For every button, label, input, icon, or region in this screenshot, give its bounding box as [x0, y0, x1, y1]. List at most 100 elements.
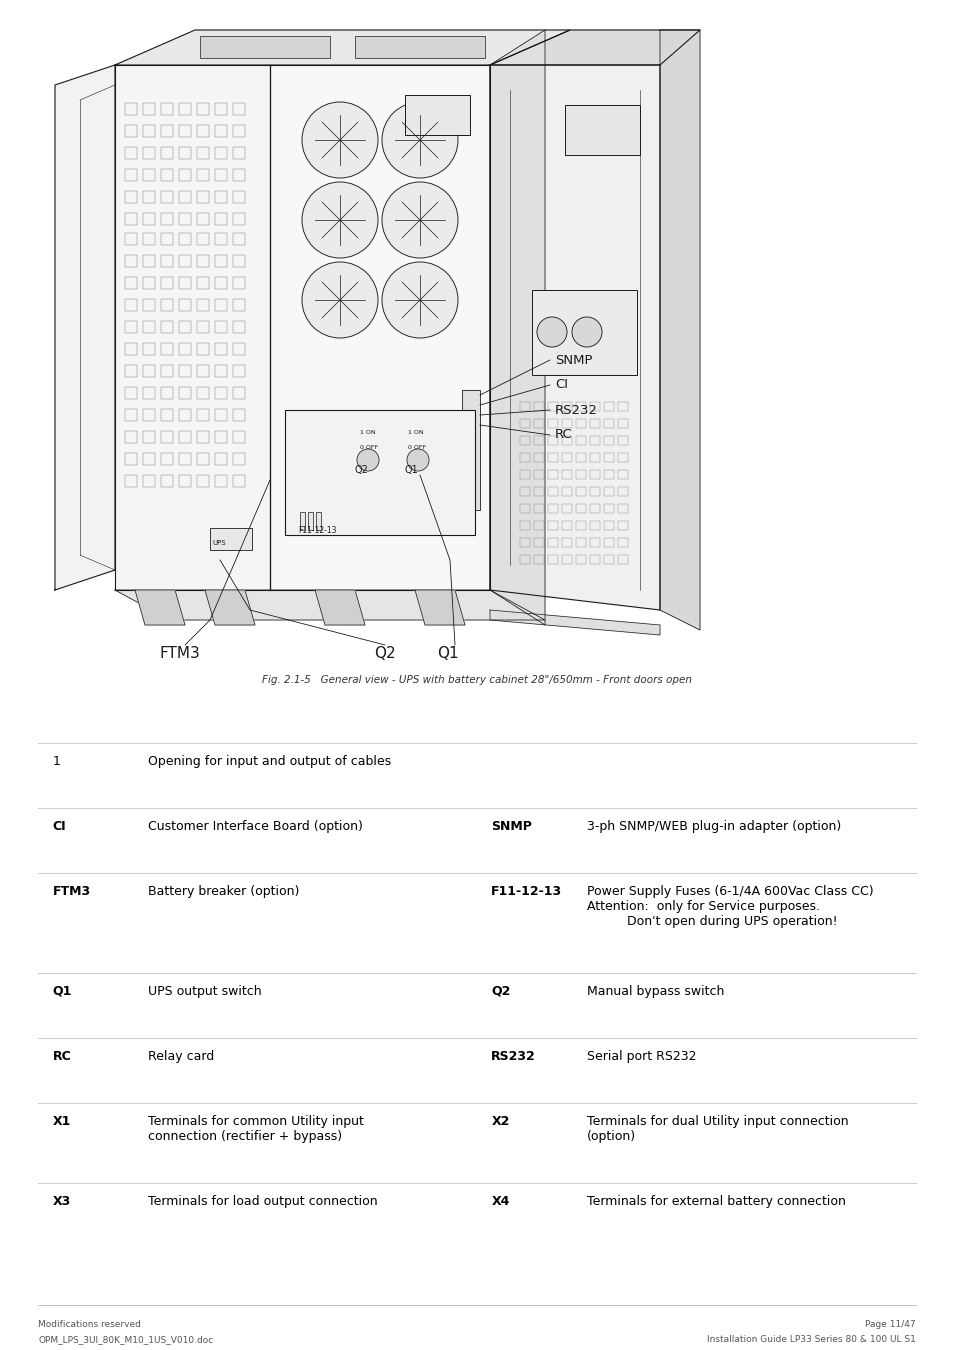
Bar [196, 190, 209, 202]
Bar [196, 298, 209, 311]
Bar [125, 364, 137, 377]
Bar [125, 343, 137, 355]
Bar [179, 321, 191, 333]
Bar [576, 504, 585, 513]
Bar [233, 387, 245, 400]
Bar [315, 512, 320, 531]
Bar [233, 147, 245, 159]
Bar [143, 169, 154, 181]
Bar [547, 555, 558, 564]
Text: UPS: UPS [212, 540, 226, 545]
Bar [405, 95, 470, 135]
Bar [461, 390, 479, 510]
Bar [603, 539, 614, 547]
Text: X1: X1 [52, 1115, 71, 1129]
Bar [196, 126, 209, 136]
Bar [561, 470, 572, 479]
Bar [618, 555, 627, 564]
Bar [233, 364, 245, 377]
Text: CI: CI [52, 819, 66, 833]
Bar [161, 277, 172, 289]
Bar [179, 387, 191, 400]
Bar [196, 147, 209, 159]
Bar [143, 103, 154, 115]
Bar [233, 234, 245, 244]
Bar [161, 343, 172, 355]
Bar [576, 402, 585, 410]
Bar [519, 454, 530, 462]
Bar [547, 487, 558, 495]
Text: SNMP: SNMP [491, 819, 532, 833]
Bar [214, 298, 227, 311]
Bar [576, 470, 585, 479]
Bar [143, 343, 154, 355]
Bar [576, 487, 585, 495]
Bar [196, 234, 209, 244]
Bar [214, 454, 227, 464]
Bar [179, 298, 191, 311]
Bar [214, 169, 227, 181]
Polygon shape [270, 65, 490, 590]
Bar [603, 555, 614, 564]
Bar [534, 470, 543, 479]
Bar [589, 555, 599, 564]
Bar [589, 521, 599, 531]
Bar [618, 521, 627, 531]
Bar [214, 343, 227, 355]
Bar [125, 169, 137, 181]
Text: RS232: RS232 [491, 1050, 536, 1062]
Bar [233, 126, 245, 136]
Bar [214, 103, 227, 115]
Bar [534, 504, 543, 513]
Bar [161, 409, 172, 421]
Bar [603, 418, 614, 428]
Circle shape [381, 182, 457, 258]
Bar [196, 255, 209, 267]
Text: 1: 1 [52, 755, 60, 768]
Bar [214, 234, 227, 244]
Polygon shape [490, 30, 544, 625]
Bar [233, 277, 245, 289]
Bar [214, 213, 227, 225]
Text: Opening for input and output of cables: Opening for input and output of cables [148, 755, 391, 768]
Bar [179, 454, 191, 464]
Bar [143, 126, 154, 136]
Bar [561, 539, 572, 547]
Bar [125, 409, 137, 421]
Bar [179, 103, 191, 115]
Bar [179, 475, 191, 487]
Bar [576, 555, 585, 564]
Bar [355, 36, 484, 58]
Bar [547, 470, 558, 479]
Bar [196, 454, 209, 464]
Bar [143, 431, 154, 443]
Bar [143, 387, 154, 400]
Bar [519, 539, 530, 547]
Bar [233, 298, 245, 311]
Text: X4: X4 [491, 1195, 509, 1208]
Bar [603, 470, 614, 479]
Bar [519, 487, 530, 495]
Bar [125, 298, 137, 311]
Bar [179, 147, 191, 159]
Bar [534, 436, 543, 446]
Bar [179, 255, 191, 267]
Bar [196, 321, 209, 333]
Bar [576, 418, 585, 428]
Text: 3-ph SNMP/WEB plug-in adapter (option): 3-ph SNMP/WEB plug-in adapter (option) [586, 819, 841, 833]
Bar [547, 436, 558, 446]
Bar [534, 539, 543, 547]
Bar [561, 402, 572, 410]
Bar [233, 190, 245, 202]
Bar [534, 402, 543, 410]
Bar [534, 454, 543, 462]
Bar [299, 512, 305, 531]
Bar [214, 255, 227, 267]
Bar [125, 431, 137, 443]
Bar [161, 431, 172, 443]
Bar [196, 277, 209, 289]
Bar [519, 418, 530, 428]
Bar [618, 436, 627, 446]
Bar [233, 213, 245, 225]
Text: 1 ON: 1 ON [359, 431, 375, 435]
